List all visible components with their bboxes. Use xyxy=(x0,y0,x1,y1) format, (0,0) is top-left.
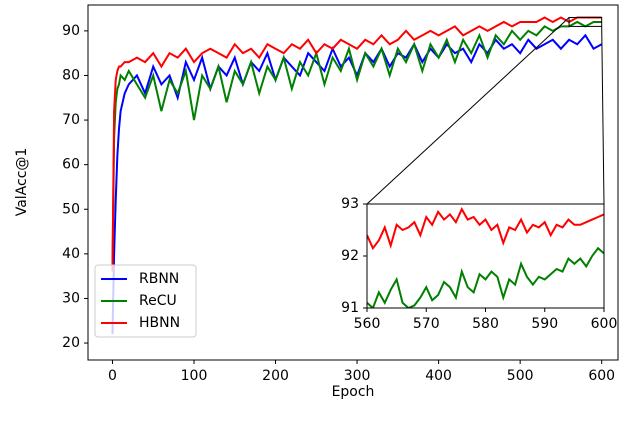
zoom-connector xyxy=(366,17,570,205)
x-tick-label: 200 xyxy=(262,368,289,384)
y-tick-label: 40 xyxy=(62,246,80,262)
y-tick-label: 70 xyxy=(62,112,80,128)
x-tick-label: 600 xyxy=(591,316,618,332)
x-tick-label: 100 xyxy=(181,368,208,384)
data-line xyxy=(111,33,603,335)
y-tick-label: 91 xyxy=(341,300,359,316)
legend-label: RBNN xyxy=(139,271,179,287)
x-tick-label: 500 xyxy=(507,368,534,384)
y-tick-label: 92 xyxy=(341,248,359,264)
legend-label: HBNN xyxy=(139,315,180,331)
x-tick-label: 570 xyxy=(413,316,440,332)
y-tick-label: 20 xyxy=(62,335,80,351)
y-tick-label: 80 xyxy=(62,67,80,83)
x-tick-label: 600 xyxy=(588,368,615,384)
y-tick-label: 50 xyxy=(62,201,80,217)
y-tick-label: 30 xyxy=(62,290,80,306)
y-tick-label: 90 xyxy=(62,23,80,39)
y-tick-label: 93 xyxy=(341,196,359,212)
zoom-connector xyxy=(601,26,605,205)
axes-frame xyxy=(366,203,605,309)
series-group xyxy=(367,207,604,308)
x-tick-label: 300 xyxy=(344,368,371,384)
data-line xyxy=(111,20,602,268)
data-line xyxy=(367,246,604,308)
x-axis-label: Epoch xyxy=(332,384,375,400)
x-tick-label: 0 xyxy=(108,368,117,384)
legend-label: ReCU xyxy=(139,293,177,309)
data-line xyxy=(111,16,602,272)
y-axis-label: ValAcc@1 xyxy=(14,148,30,217)
zoom-box xyxy=(568,16,603,27)
x-tick-label: 560 xyxy=(354,316,381,332)
x-tick-label: 400 xyxy=(425,368,452,384)
x-tick-label: 590 xyxy=(531,316,558,332)
legend-box xyxy=(94,264,197,338)
x-tick-label: 580 xyxy=(472,316,499,332)
axes-frame xyxy=(87,4,619,361)
y-tick-label: 60 xyxy=(62,157,80,173)
series-group xyxy=(111,16,603,335)
data-line xyxy=(367,207,604,251)
